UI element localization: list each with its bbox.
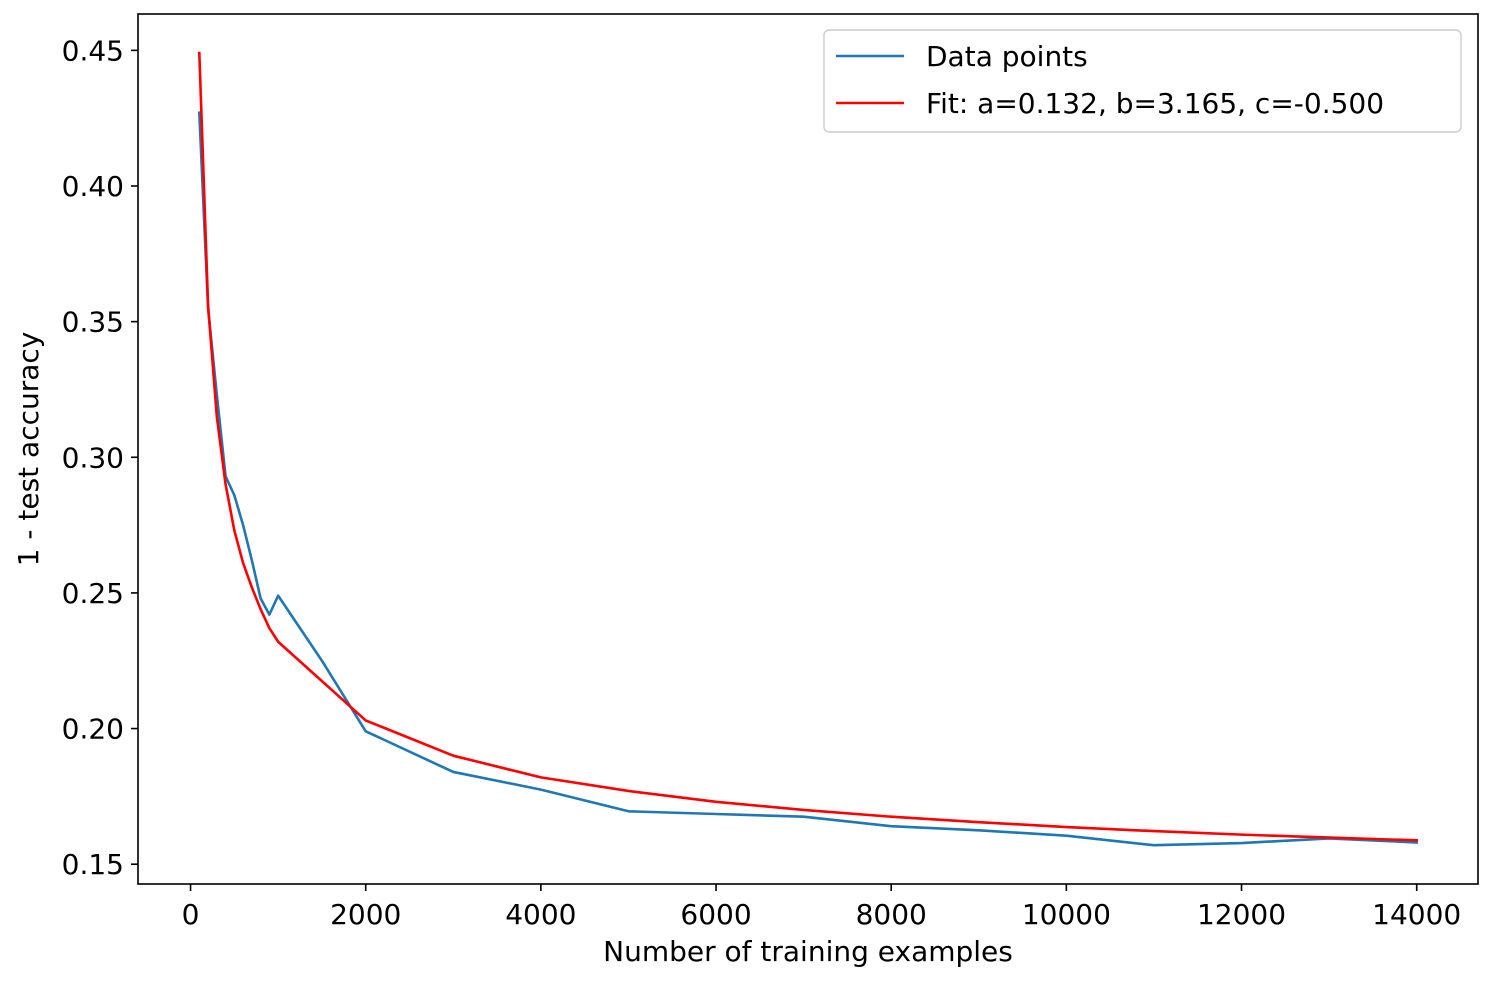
plot-frame (137, 13, 1479, 885)
x-axis-label: Number of training examples (603, 935, 1013, 968)
series-line-0 (197, 111, 1419, 847)
series-layer (197, 51, 1419, 847)
x-tick-label: 12000 (1197, 898, 1286, 931)
x-tick-label: 14000 (1372, 898, 1461, 931)
y-tick-label: 0.40 (62, 170, 124, 203)
y-axis-ticks: 0.15 0.20 0.25 0.30 0.35 0.40 0.45 (62, 34, 138, 881)
legend-box (823, 29, 1462, 133)
y-tick-label: 0.20 (62, 713, 124, 746)
y-tick-label: 0.30 (62, 441, 124, 474)
y-axis-label: 1 - test accuracy (12, 332, 45, 567)
y-tick-label: 0.15 (62, 848, 124, 881)
x-tick-label: 6000 (680, 898, 751, 931)
y-tick-label: 0.45 (62, 34, 124, 67)
legend-label-data-points: Data points (926, 40, 1088, 73)
x-tick-label: 4000 (505, 898, 576, 931)
x-tick-label: 10000 (1022, 898, 1111, 931)
x-tick-label: 0 (182, 898, 200, 931)
y-tick-label: 0.25 (62, 577, 124, 610)
x-tick-label: 8000 (856, 898, 927, 931)
y-tick-label: 0.35 (62, 306, 124, 339)
x-axis-ticks: 0 2000 4000 6000 8000 10000 12000 14000 (182, 884, 1461, 931)
legend: Data points Fit: a=0.132, b=3.165, c=-0.… (823, 29, 1462, 133)
series-line-1 (197, 51, 1419, 842)
x-tick-label: 2000 (330, 898, 401, 931)
legend-label-fit: Fit: a=0.132, b=3.165, c=-0.500 (926, 87, 1384, 120)
